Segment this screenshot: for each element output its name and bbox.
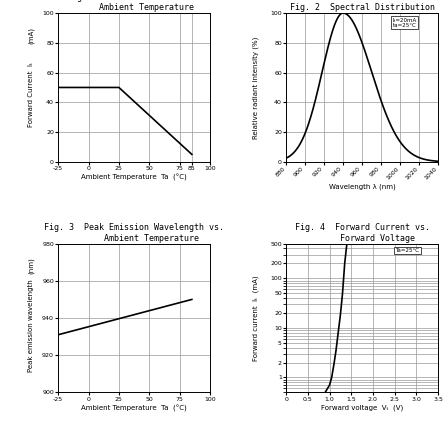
X-axis label: Wavelength λ (nm): Wavelength λ (nm) xyxy=(329,184,396,190)
Text: Forward current  Iₜ  (mA): Forward current Iₜ (mA) xyxy=(253,275,259,361)
X-axis label: Ambient Temperature  Ta  (°C): Ambient Temperature Ta (°C) xyxy=(81,174,187,181)
Text: Relative radiant intensity (%): Relative radiant intensity (%) xyxy=(253,36,259,139)
Text: Ta=25°C: Ta=25°C xyxy=(396,248,419,253)
Title: Fig. 3  Peak Emission Wavelength vs.
       Ambient Temperature: Fig. 3 Peak Emission Wavelength vs. Ambi… xyxy=(44,224,224,243)
Text: (nm): (nm) xyxy=(28,258,34,274)
Text: (mA): (mA) xyxy=(28,27,34,44)
Text: Peak emission wavelength: Peak emission wavelength xyxy=(28,279,34,372)
Title: Fig. 2  Spectral Distribution: Fig. 2 Spectral Distribution xyxy=(290,3,434,12)
Title: Fig. 1  Forward Current vs.
     Ambient Temperature: Fig. 1 Forward Current vs. Ambient Tempe… xyxy=(67,0,202,12)
X-axis label: Ambient Temperature  Ta  (°C): Ambient Temperature Ta (°C) xyxy=(81,404,187,412)
X-axis label: Forward voltage  Vₜ  (V): Forward voltage Vₜ (V) xyxy=(321,404,403,411)
Text: Forward Current  Iₜ: Forward Current Iₜ xyxy=(28,62,34,127)
Title: Fig. 4  Forward Current vs.
      Forward Voltage: Fig. 4 Forward Current vs. Forward Volta… xyxy=(295,224,430,243)
Text: Iₜ=20mA
ta=25°C: Iₜ=20mA ta=25°C xyxy=(392,17,417,28)
